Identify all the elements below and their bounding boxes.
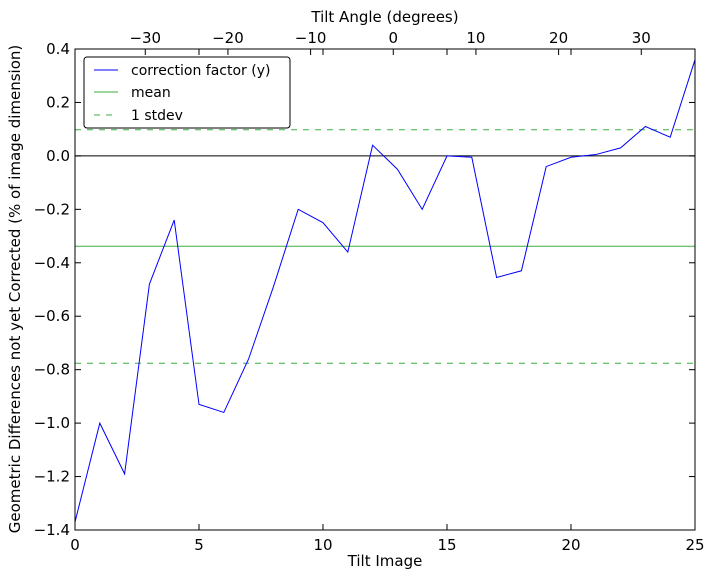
- legend-box: [83, 56, 291, 129]
- y-tick-label: −1.2: [34, 468, 70, 486]
- legend-label-stdev: 1 stdev: [131, 108, 183, 124]
- legend-label-mean: mean: [131, 85, 171, 101]
- x-tick-label: 25: [685, 536, 704, 554]
- y-tick-label: 0.4: [46, 40, 70, 58]
- top-tick-label: −20: [212, 29, 244, 47]
- y-tick-label: −0.8: [34, 361, 70, 379]
- y-axis-title: Geometric Differences not yet Corrected …: [6, 45, 24, 534]
- y-tick-label: −0.2: [34, 200, 70, 218]
- x-tick-label: 20: [561, 536, 580, 554]
- series-line-correction-factor: [74, 59, 696, 523]
- x-tick-label: 15: [437, 536, 456, 554]
- y-tick-label: −0.6: [34, 307, 70, 325]
- top-axis-title: Tilt Angle (degrees): [310, 8, 458, 26]
- legend-label-correction: correction factor (y): [131, 63, 270, 79]
- legend: correction factor (y) mean 1 stdev: [83, 56, 291, 129]
- x-tick-label: 10: [313, 536, 332, 554]
- y-tick-label: 0.2: [46, 93, 70, 111]
- y-tick-label: −1.4: [34, 521, 70, 539]
- y-tick-label: 0.0: [46, 147, 70, 165]
- y-tick-label: −0.4: [34, 254, 70, 272]
- top-tick-label: 20: [549, 29, 568, 47]
- x-tick-label: 5: [194, 536, 204, 554]
- top-tick-label: −30: [129, 29, 161, 47]
- top-tick-label: −10: [295, 29, 327, 47]
- top-tick-label: 30: [632, 29, 651, 47]
- top-tick-label: 10: [466, 29, 485, 47]
- plot-frame: [74, 48, 696, 531]
- top-tick-label: 0: [388, 29, 398, 47]
- x-tick-label: 0: [70, 536, 80, 554]
- x-axis-title: Tilt Image: [347, 552, 423, 570]
- y-tick-label: −1.0: [34, 414, 70, 432]
